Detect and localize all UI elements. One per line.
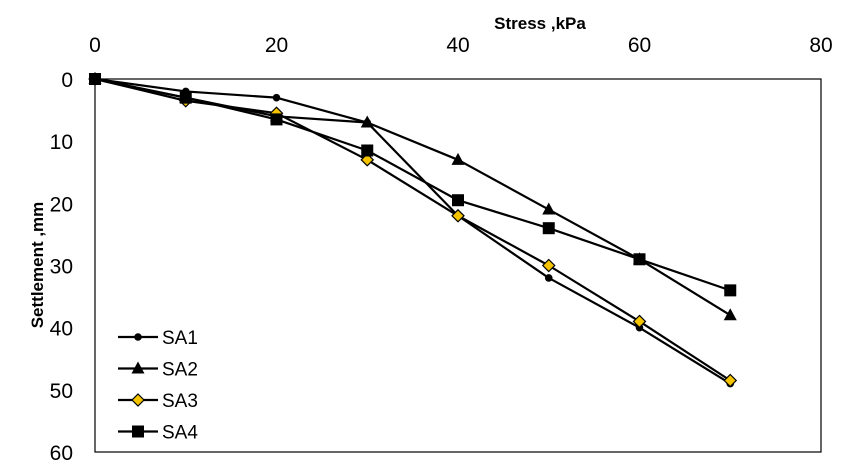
data-point-sa4	[452, 194, 464, 207]
series-line-sa1	[94, 77, 731, 385]
x-axis-title: Stress ,kPa	[494, 14, 586, 33]
series-layer	[88, 72, 738, 388]
data-point-sa4	[633, 253, 646, 266]
data-point-sa4	[179, 91, 192, 104]
legend-label: SA1	[162, 328, 198, 349]
y-tick-label: 20	[50, 193, 73, 216]
data-point-sa1	[544, 274, 553, 282]
y-tick-label: 40	[50, 318, 73, 341]
data-point-sa4	[361, 144, 374, 157]
data-point-sa2	[451, 152, 465, 165]
legend: SA1 SA2 SA3 SA4	[118, 328, 198, 444]
y-tick-label: 0	[61, 69, 73, 92]
legend-item-sa3: SA3	[118, 391, 198, 412]
legend-marker-diamond	[131, 393, 145, 407]
y-tick-label: 60	[50, 442, 73, 462]
data-point-sa3	[632, 314, 647, 329]
legend-label: SA3	[162, 391, 198, 412]
y-axis-title: Settlement ,mm	[28, 202, 47, 329]
y-axis-ticks: 0 10 20 30 40 50 60	[50, 69, 73, 462]
data-point-sa4	[270, 113, 283, 126]
data-point-sa3	[723, 373, 738, 388]
x-axis-ticks: 0 20 40 60 80	[89, 34, 833, 57]
legend-marker-square	[132, 425, 144, 438]
y-tick-label: 50	[50, 380, 73, 403]
data-point-sa2	[723, 308, 737, 321]
y-tick-label: 10	[50, 131, 73, 154]
legend-label: SA4	[162, 423, 198, 444]
legend-item-sa2: SA2	[118, 360, 198, 381]
data-point-sa1	[272, 93, 281, 102]
series-line-sa3	[94, 77, 731, 382]
plot-area	[94, 78, 822, 453]
data-point-sa2	[360, 115, 374, 128]
y-tick-label: 30	[50, 256, 73, 279]
legend-item-sa4: SA4	[118, 423, 198, 444]
series-line-sa4	[94, 77, 731, 292]
legend-marker-triangle	[131, 361, 145, 374]
x-tick-label: 20	[265, 34, 288, 57]
series-sa4	[89, 73, 737, 297]
data-point-sa4	[89, 73, 101, 85]
x-tick-label: 0	[89, 34, 101, 57]
x-tick-label: 60	[628, 34, 651, 57]
legend-label: SA2	[162, 360, 198, 381]
data-point-sa3	[541, 258, 556, 273]
x-tick-label: 40	[446, 34, 469, 57]
data-point-sa4	[542, 222, 555, 235]
data-point-sa3	[360, 152, 375, 167]
legend-item-sa1: SA1	[118, 328, 198, 349]
data-point-sa3	[451, 208, 465, 223]
data-point-sa4	[724, 284, 737, 297]
legend-marker-circle	[134, 333, 142, 341]
x-tick-label: 80	[809, 34, 832, 57]
data-point-sa2	[542, 202, 556, 215]
